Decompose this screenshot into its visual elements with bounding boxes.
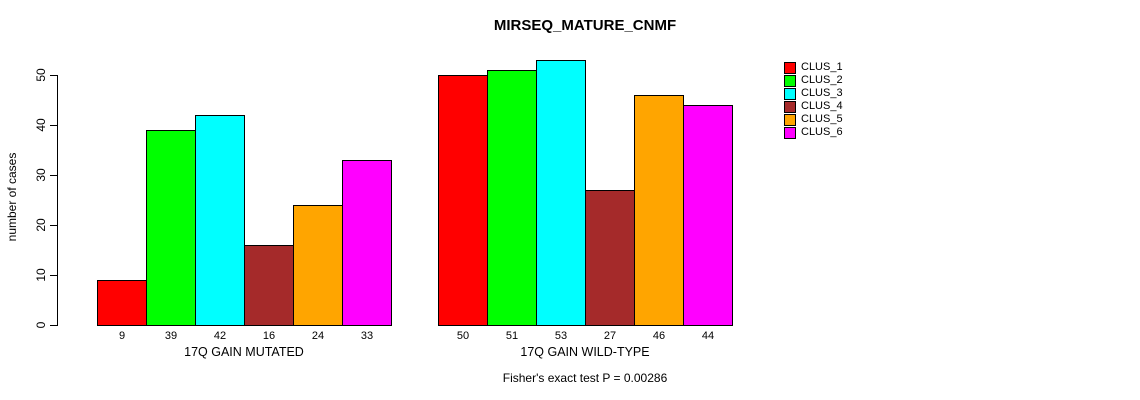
bar-value-label: 9 — [118, 330, 126, 342]
bar-clus_3-group1 — [195, 115, 245, 326]
legend-swatch-icon — [784, 87, 796, 100]
y-axis-tick — [50, 275, 57, 276]
bar-value-label: 39 — [164, 330, 178, 342]
bar-value-label: 24 — [311, 330, 325, 342]
bar-value-label: 44 — [701, 330, 715, 342]
fisher-test-caption: Fisher's exact test P = 0.00286 — [502, 371, 668, 385]
legend-swatch-icon — [784, 61, 796, 74]
bar-clus_4-group2 — [585, 190, 635, 326]
legend-swatch-icon — [784, 74, 796, 87]
y-axis-tick — [50, 225, 57, 226]
legend-label: CLUS_5 — [801, 113, 843, 125]
legend-item-clus_5: CLUS_5 — [784, 113, 843, 126]
y-axis-label: number of cases — [5, 152, 19, 242]
bar-value-label: 33 — [360, 330, 374, 342]
x-axis-group-label-mutated: 17Q GAIN MUTATED — [184, 345, 304, 359]
legend-label: CLUS_3 — [801, 87, 843, 99]
legend-label: CLUS_4 — [801, 100, 843, 112]
bar-value-label: 46 — [652, 330, 666, 342]
bar-value-label: 27 — [603, 330, 617, 342]
y-axis-tick — [50, 125, 57, 126]
legend-item-clus_3: CLUS_3 — [784, 87, 843, 100]
y-axis-tick-label: 50 — [34, 68, 48, 82]
y-axis-tick — [50, 175, 57, 176]
bar-value-label: 50 — [456, 330, 470, 342]
bar-clus_1-group2 — [438, 75, 488, 326]
y-axis-tick — [50, 325, 57, 326]
bar-value-label: 53 — [554, 330, 568, 342]
legend-label: CLUS_1 — [801, 61, 843, 73]
y-axis-tick-label: 40 — [34, 118, 48, 132]
legend-label: CLUS_2 — [801, 74, 843, 86]
bar-clus_4-group1 — [244, 245, 294, 326]
x-axis-group-label-wild-type: 17Q GAIN WILD-TYPE — [520, 345, 650, 359]
bar-clus_5-group1 — [293, 205, 343, 326]
y-axis-line — [57, 75, 58, 326]
legend-item-clus_2: CLUS_2 — [784, 74, 843, 87]
bar-value-label: 42 — [213, 330, 227, 342]
bar-clus_6-group2 — [683, 105, 733, 326]
y-axis-tick-label: 30 — [34, 168, 48, 182]
legend-item-clus_4: CLUS_4 — [784, 100, 843, 113]
bar-clus_2-group2 — [487, 70, 537, 326]
legend-label: CLUS_6 — [801, 126, 843, 138]
legend-swatch-icon — [784, 113, 796, 126]
bar-clus_1-group1 — [97, 280, 147, 326]
bar-clus_2-group1 — [146, 130, 196, 326]
legend-item-clus_1: CLUS_1 — [784, 61, 843, 74]
chart-title: MIRSEQ_MATURE_CNMF — [493, 17, 677, 34]
bar-clus_5-group2 — [634, 95, 684, 326]
bar-value-label: 16 — [262, 330, 276, 342]
y-axis-tick-label: 10 — [34, 268, 48, 282]
legend-item-clus_6: CLUS_6 — [784, 126, 843, 139]
legend-swatch-icon — [784, 100, 796, 113]
bar-clus_3-group2 — [536, 60, 586, 326]
legend-swatch-icon — [784, 126, 796, 139]
y-axis-tick-label: 20 — [34, 218, 48, 232]
legend: CLUS_1 CLUS_2 CLUS_3 CLUS_4 CLUS_5 CLUS_6 — [784, 61, 843, 139]
y-axis-tick — [50, 75, 57, 76]
bar-clus_6-group1 — [342, 160, 392, 326]
y-axis-tick-label: 0 — [34, 321, 48, 329]
bar-value-label: 51 — [505, 330, 519, 342]
